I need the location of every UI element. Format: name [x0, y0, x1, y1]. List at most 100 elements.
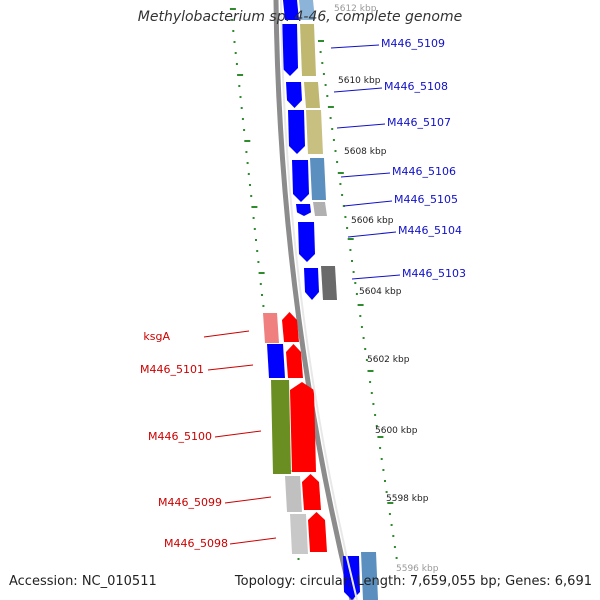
ruler-dot	[319, 51, 322, 53]
ruler-dot	[252, 217, 255, 219]
ruler-dot	[229, 8, 236, 10]
leader-line	[229, 537, 277, 545]
ruler-dot	[339, 183, 342, 185]
ruler-dot	[342, 205, 345, 207]
ruler-dot	[251, 206, 258, 208]
ruler-dot	[346, 227, 349, 229]
ruler-dot	[331, 128, 334, 130]
ruler-dot	[359, 315, 362, 317]
ruler-dot	[255, 239, 257, 241]
ruler-dot	[384, 480, 386, 482]
kbp-tick-label: 5604 kbp	[359, 287, 402, 297]
leader-line	[214, 430, 262, 438]
cog-category-box	[313, 202, 327, 216]
ruler-dot	[390, 524, 393, 526]
ruler-dot	[235, 63, 238, 65]
ruler-dot	[362, 337, 365, 339]
ruler-dot	[253, 228, 256, 230]
ruler-dot	[246, 162, 249, 164]
gene-label: ksgA	[143, 330, 170, 343]
ruler-dot	[322, 73, 325, 75]
leader-line	[340, 172, 391, 178]
leader-line	[343, 200, 393, 207]
ruler-dot	[262, 305, 265, 307]
plus-strand-arrow	[292, 160, 309, 202]
ruler-dot	[337, 172, 344, 174]
ruler-dot	[238, 85, 241, 87]
ruler-dot	[370, 392, 373, 394]
gene-label: M446_5104	[398, 224, 462, 237]
ruler-dot	[232, 30, 235, 32]
ruler-dot	[329, 117, 332, 119]
leader-line	[333, 87, 383, 93]
ruler-dot	[352, 271, 355, 273]
gene-label: M446_5105	[394, 193, 458, 206]
ruler-dot	[327, 106, 334, 108]
ruler-dot	[355, 293, 358, 295]
accession-text: Accession: NC_010511	[9, 574, 157, 589]
ruler-dot	[244, 140, 251, 142]
ruler-dot	[256, 250, 259, 252]
gene-label: M446_5099	[158, 496, 222, 509]
kbp-tick-label: 5600 kbp	[375, 426, 418, 436]
ruler-dot	[375, 425, 378, 427]
ruler-dot	[237, 74, 244, 76]
gene-features	[263, 0, 378, 600]
kbp-tick-label: 5602 kbp	[367, 355, 410, 365]
ruler-dot	[360, 326, 363, 328]
ruler-dot	[258, 272, 265, 274]
ruler-dot	[240, 107, 243, 109]
minus-strand-arrow	[286, 344, 303, 378]
cog-category-box	[321, 266, 337, 300]
leader-line	[207, 364, 254, 371]
minus-strand-arrow	[282, 312, 299, 342]
cog-category-box	[267, 344, 285, 378]
ruler-dot	[233, 41, 236, 43]
ruler-dot	[393, 546, 396, 548]
plus-strand-arrow	[281, 24, 298, 76]
ruler-dot	[250, 195, 253, 197]
inner-ruler-dots	[318, 40, 398, 559]
plus-strand-arrow-partial	[283, 0, 299, 20]
ruler-dot	[377, 436, 384, 438]
ruler-dot	[367, 370, 374, 372]
plus-strand-arrow	[304, 268, 319, 300]
ruler-dot	[249, 184, 251, 186]
ruler-dot	[257, 261, 260, 263]
ruler-dot	[349, 249, 352, 251]
ruler-dot	[234, 52, 237, 54]
ruler-dot	[379, 447, 382, 449]
ruler-dot	[239, 96, 242, 98]
ruler-dot	[318, 40, 324, 42]
gene-label: M446_5107	[387, 116, 451, 129]
ruler-dot	[321, 62, 324, 64]
ruler-dot	[241, 118, 244, 120]
ruler-dot	[332, 139, 335, 141]
leader-line	[203, 330, 250, 338]
gene-label: M446_5106	[392, 165, 456, 178]
cog-category-box	[300, 24, 316, 76]
cog-category-box	[290, 514, 308, 554]
gene-label: M446_5103	[402, 267, 466, 280]
ruler-dot	[385, 491, 388, 493]
cog-category-box	[271, 380, 291, 474]
cog-category-box-partial	[361, 552, 378, 600]
cog-category-box	[306, 110, 323, 154]
ruler-dot	[374, 414, 377, 416]
leader-line	[351, 274, 401, 280]
ruler-dot	[326, 95, 329, 97]
genome-backbone	[273, 0, 355, 600]
cog-category-box	[304, 82, 320, 108]
plus-strand-arrow	[296, 204, 311, 216]
ruler-dot	[380, 458, 383, 460]
ruler-dot	[354, 282, 357, 284]
kbp-tick-label: 5610 kbp	[338, 76, 381, 86]
cog-category-box	[285, 476, 302, 512]
kbp-tick-label: 5598 kbp	[386, 494, 429, 504]
ruler-dot	[388, 513, 391, 515]
plus-strand-arrow	[298, 222, 315, 262]
minus-strand-arrow	[302, 474, 321, 510]
ruler-dot	[351, 260, 353, 262]
gene-label: M446_5098	[164, 537, 228, 550]
